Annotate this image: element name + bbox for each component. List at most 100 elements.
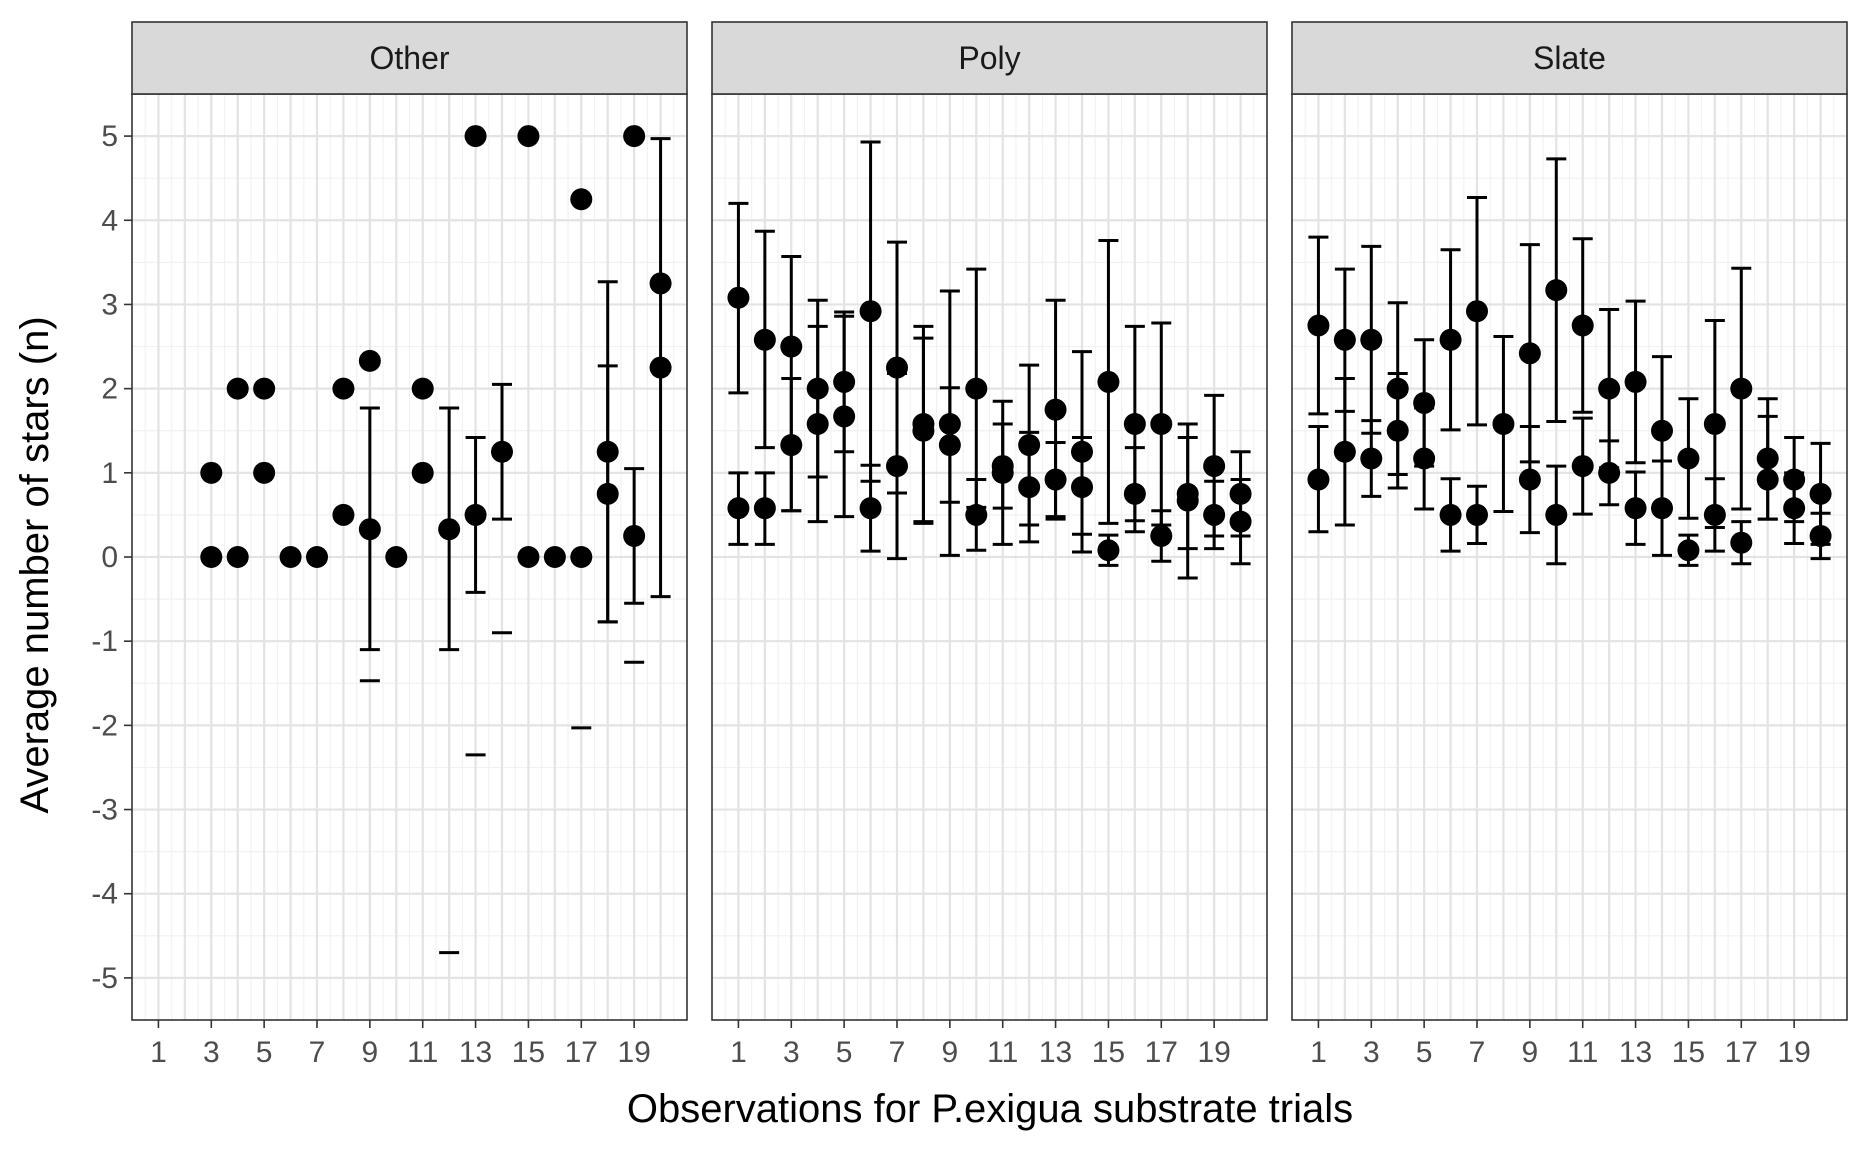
data-point <box>1703 503 1726 526</box>
data-point <box>1333 440 1356 463</box>
data-point <box>1598 461 1621 484</box>
data-point <box>859 300 882 323</box>
y-tick-label: -3 <box>91 794 118 827</box>
data-point <box>1203 503 1226 526</box>
facet-strip <box>131 21 688 95</box>
x-tick-label: 3 <box>783 1036 800 1069</box>
data-point <box>1466 503 1488 526</box>
data-point <box>1150 412 1173 435</box>
data-point <box>1651 497 1673 520</box>
data-point <box>1756 468 1779 491</box>
data-point <box>226 377 249 400</box>
facet-strip <box>1291 21 1848 95</box>
x-tick-label: 15 <box>1092 1036 1125 1069</box>
y-tick-label: -1 <box>91 625 118 658</box>
data-point <box>727 286 750 309</box>
data-point <box>1677 539 1700 562</box>
y-tick-label: -5 <box>91 962 118 995</box>
x-tick-label: 3 <box>1363 1036 1380 1069</box>
x-tick-label: 17 <box>1145 1036 1178 1069</box>
facet-strip-label: Slate <box>1533 40 1606 76</box>
data-point <box>965 377 988 400</box>
data-point <box>1545 503 1568 526</box>
data-point <box>279 546 302 568</box>
data-point <box>1097 539 1120 562</box>
data-point <box>200 546 223 568</box>
data-point <box>385 546 408 568</box>
data-point <box>1071 476 1093 499</box>
data-point <box>1229 510 1252 533</box>
x-tick-label: 13 <box>1619 1036 1652 1069</box>
data-point <box>1571 314 1594 337</box>
x-tick-label: 7 <box>309 1036 326 1069</box>
data-point <box>1598 377 1621 400</box>
data-point <box>1044 468 1067 491</box>
data-point <box>753 497 776 520</box>
data-point <box>1018 476 1041 499</box>
x-tick-label: 11 <box>1567 1036 1598 1069</box>
data-point <box>1809 482 1832 505</box>
data-point <box>253 461 276 484</box>
data-point <box>1386 419 1409 442</box>
data-point <box>1333 328 1356 351</box>
data-point <box>1360 328 1383 351</box>
x-tick-label: 9 <box>362 1036 379 1069</box>
data-point <box>1518 468 1541 491</box>
x-tick-label: 1 <box>150 1036 167 1069</box>
data-point <box>623 125 646 148</box>
data-point <box>1439 503 1462 526</box>
data-point <box>1730 531 1753 554</box>
data-point <box>358 349 381 372</box>
data-point <box>1703 412 1726 435</box>
data-point <box>1730 377 1753 400</box>
x-axis-title: Observations for P.exigua substrate tria… <box>627 1087 1353 1131</box>
data-point <box>253 377 276 400</box>
data-point <box>411 461 434 484</box>
facet-strip <box>711 21 1268 95</box>
data-point <box>1203 455 1226 478</box>
data-point <box>438 518 461 541</box>
y-tick-label: -4 <box>91 878 118 911</box>
data-point <box>332 503 355 526</box>
data-point <box>1097 370 1120 393</box>
x-tick-label: 11 <box>407 1036 438 1069</box>
x-tick-label: 9 <box>1522 1036 1539 1069</box>
x-tick-label: 15 <box>512 1036 545 1069</box>
x-tick-label: 13 <box>459 1036 492 1069</box>
data-point <box>886 455 908 478</box>
data-point <box>1307 314 1330 337</box>
data-point <box>1545 279 1568 302</box>
data-point <box>596 482 619 505</box>
data-point <box>1386 377 1409 400</box>
errorbar <box>992 422 1013 546</box>
data-point <box>1492 412 1515 435</box>
x-tick-label: 19 <box>617 1036 650 1069</box>
data-point <box>1360 447 1383 470</box>
data-point <box>780 434 803 457</box>
data-point <box>623 524 646 547</box>
data-point <box>1624 370 1647 393</box>
y-axis-title: Average number of stars (n) <box>13 316 57 813</box>
data-point <box>358 518 381 541</box>
data-point <box>780 335 803 358</box>
x-tick-label: 3 <box>203 1036 220 1069</box>
x-tick-label: 19 <box>1777 1036 1810 1069</box>
data-point <box>1677 447 1700 470</box>
data-point <box>1651 419 1673 442</box>
data-point <box>1071 440 1093 463</box>
data-point <box>596 440 619 463</box>
facet-strip-label: Poly <box>958 40 1020 76</box>
data-point <box>1413 391 1436 414</box>
y-axis: -5 -4 -3 -2 -1 0 1 2 3 4 5 <box>91 120 132 995</box>
data-point <box>912 419 935 442</box>
data-point <box>517 546 540 568</box>
x-tick-label: 1 <box>730 1036 747 1069</box>
data-point <box>833 405 856 428</box>
data-point <box>833 370 856 393</box>
x-tick-label: 9 <box>942 1036 959 1069</box>
data-point <box>464 503 487 526</box>
x-tick-label: 19 <box>1197 1036 1230 1069</box>
